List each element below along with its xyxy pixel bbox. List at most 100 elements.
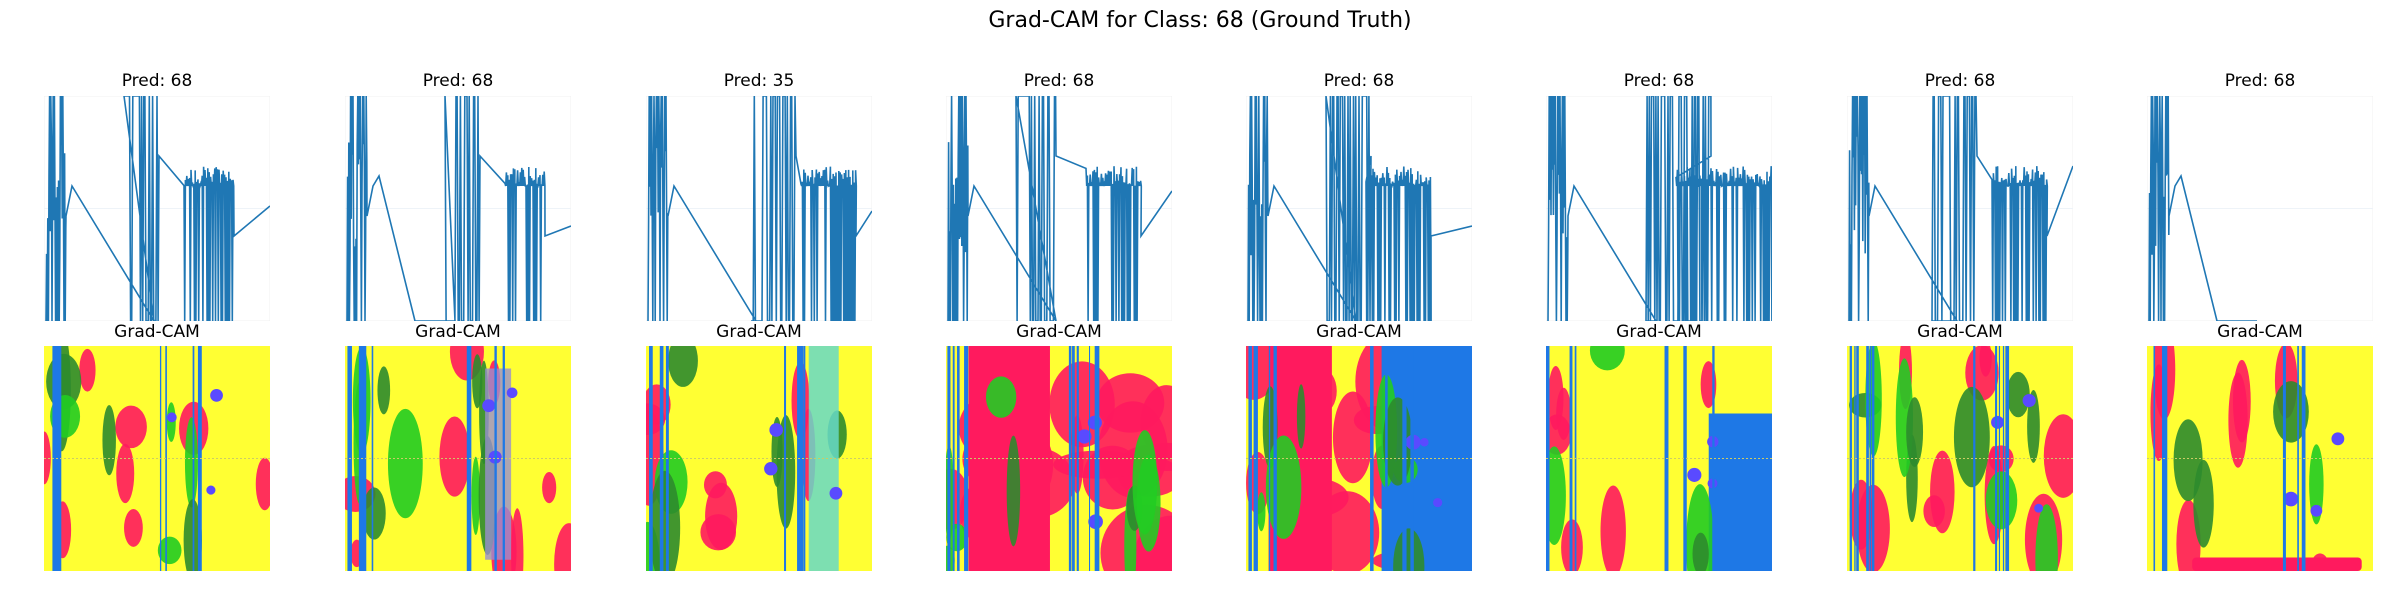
gradcam-overlay-6	[1546, 346, 1772, 571]
heat-green-blob	[362, 487, 386, 540]
heat-green-blob	[377, 366, 391, 415]
gradcam-title-7: Grad-CAM	[1917, 322, 2003, 342]
heat-green-blob	[1296, 384, 1306, 449]
heat-red-blob	[2228, 372, 2248, 468]
heat-red-blob	[1600, 485, 1626, 571]
signal-plot-2	[345, 96, 571, 321]
heat-red-blob	[255, 457, 270, 511]
signal-line-series	[45, 96, 270, 321]
heat-green-blob	[2173, 419, 2203, 502]
gradcam-overlay-7	[1847, 346, 2073, 571]
pred-title-5: Pred: 68	[1323, 71, 1395, 91]
pred-title-7: Pred: 68	[1924, 71, 1996, 91]
heat-red-blob	[1556, 387, 1572, 440]
signal-plot-4	[946, 96, 1172, 321]
pred-title-1: Pred: 68	[121, 71, 193, 91]
heat-red-blob	[115, 405, 147, 449]
signal-line-series	[1547, 96, 1772, 321]
signal-plot-8	[2147, 96, 2373, 321]
heat-red-blob	[542, 471, 557, 504]
heat-peak	[1077, 429, 1092, 444]
heat-overlay-band	[485, 368, 512, 560]
heat-red-blob	[705, 482, 738, 550]
heat-peak	[206, 485, 216, 495]
heat-peak	[764, 462, 778, 476]
heat-peak	[2331, 432, 2345, 446]
heat-red-blob	[1979, 346, 1992, 377]
heat-peak	[2022, 393, 2036, 408]
heat-green-blob	[157, 536, 182, 565]
signal-plot-6	[1546, 96, 1772, 321]
heat-green-blob	[1265, 435, 1302, 539]
heat-peak	[210, 388, 223, 402]
gradcam-title-1: Grad-CAM	[114, 322, 200, 342]
pred-title-8: Pred: 68	[2224, 71, 2296, 91]
signal-line-series	[647, 96, 872, 321]
heat-red-blob	[1332, 391, 1373, 484]
gradcam-overlay-3	[646, 346, 872, 571]
heat-green-blob	[184, 417, 198, 508]
heat-green-blob	[1006, 435, 1021, 547]
heat-green-blob	[649, 470, 681, 571]
heat-peak	[482, 399, 496, 413]
heat-peak	[166, 412, 177, 423]
signal-line-series	[2148, 96, 2257, 321]
heat-green-blob	[102, 405, 116, 476]
heat-green-blob	[946, 523, 968, 552]
gradcam-title-5: Grad-CAM	[1316, 322, 1402, 342]
heat-green-blob	[387, 408, 423, 519]
heat-red-blob	[439, 416, 470, 497]
heat-peak	[506, 387, 518, 399]
gradcam-title-4: Grad-CAM	[1016, 322, 1102, 342]
heat-red-blob	[124, 509, 143, 547]
heat-green-blob	[1692, 532, 1709, 571]
gradcam-overlay-4	[946, 346, 1172, 571]
signal-line-series	[1247, 96, 1472, 321]
heat-red-blob	[116, 443, 135, 504]
heat-red-blob	[1930, 450, 1955, 534]
heat-red-blob	[79, 348, 96, 392]
heat-green-blob	[2035, 504, 2058, 571]
heat-peak	[1420, 438, 1429, 447]
heat-green-blob	[668, 346, 698, 387]
pred-title-3: Pred: 35	[723, 71, 795, 91]
gradcam-overlay-5	[1246, 346, 1472, 571]
gradcam-title-6: Grad-CAM	[1616, 322, 1702, 342]
heat-green-blob	[985, 376, 1017, 418]
gradcam-overlay-1	[44, 346, 270, 571]
heat-peak	[1687, 467, 1702, 482]
heat-red-band	[2192, 557, 2362, 571]
heat-red-blob	[2043, 414, 2073, 498]
figure-title: Grad-CAM for Class: 68 (Ground Truth)	[988, 8, 1412, 33]
heat-red-blob	[554, 523, 571, 571]
signal-plot-7	[1847, 96, 2073, 321]
heat-green-blob	[1985, 471, 2018, 530]
signal-line-series	[1848, 96, 2073, 321]
signal-plot-1	[44, 96, 270, 321]
signal-plot-3	[646, 96, 872, 321]
heat-green-blob	[1257, 492, 1266, 532]
gradcam-title-3: Grad-CAM	[716, 322, 802, 342]
heat-green-blob	[1546, 446, 1566, 545]
heat-green-blob	[2309, 444, 2324, 525]
heat-red-blob	[44, 431, 51, 485]
heat-green-blob	[2006, 371, 2030, 418]
signal-plot-5	[1246, 96, 1472, 321]
heat-peak	[829, 486, 843, 500]
heat-peak	[1991, 415, 2005, 429]
heat-peak	[2310, 504, 2323, 517]
gradcam-overlay-2	[345, 346, 571, 571]
heat-green-blob	[471, 456, 480, 535]
heat-green-blob	[2273, 381, 2309, 443]
heat-green-blob	[1393, 528, 1425, 571]
heat-peak	[2034, 503, 2044, 513]
pred-title-4: Pred: 68	[1023, 71, 1095, 91]
heat-green-blob	[1906, 397, 1924, 467]
signal-line-series	[346, 96, 571, 321]
heat-peak	[1433, 497, 1443, 508]
pred-title-2: Pred: 68	[422, 71, 494, 91]
gradcam-overlay-8	[2147, 346, 2373, 571]
heat-green-blob	[1132, 430, 1158, 535]
heat-green-blob	[2027, 390, 2040, 463]
heat-red-blob	[1096, 373, 1165, 433]
